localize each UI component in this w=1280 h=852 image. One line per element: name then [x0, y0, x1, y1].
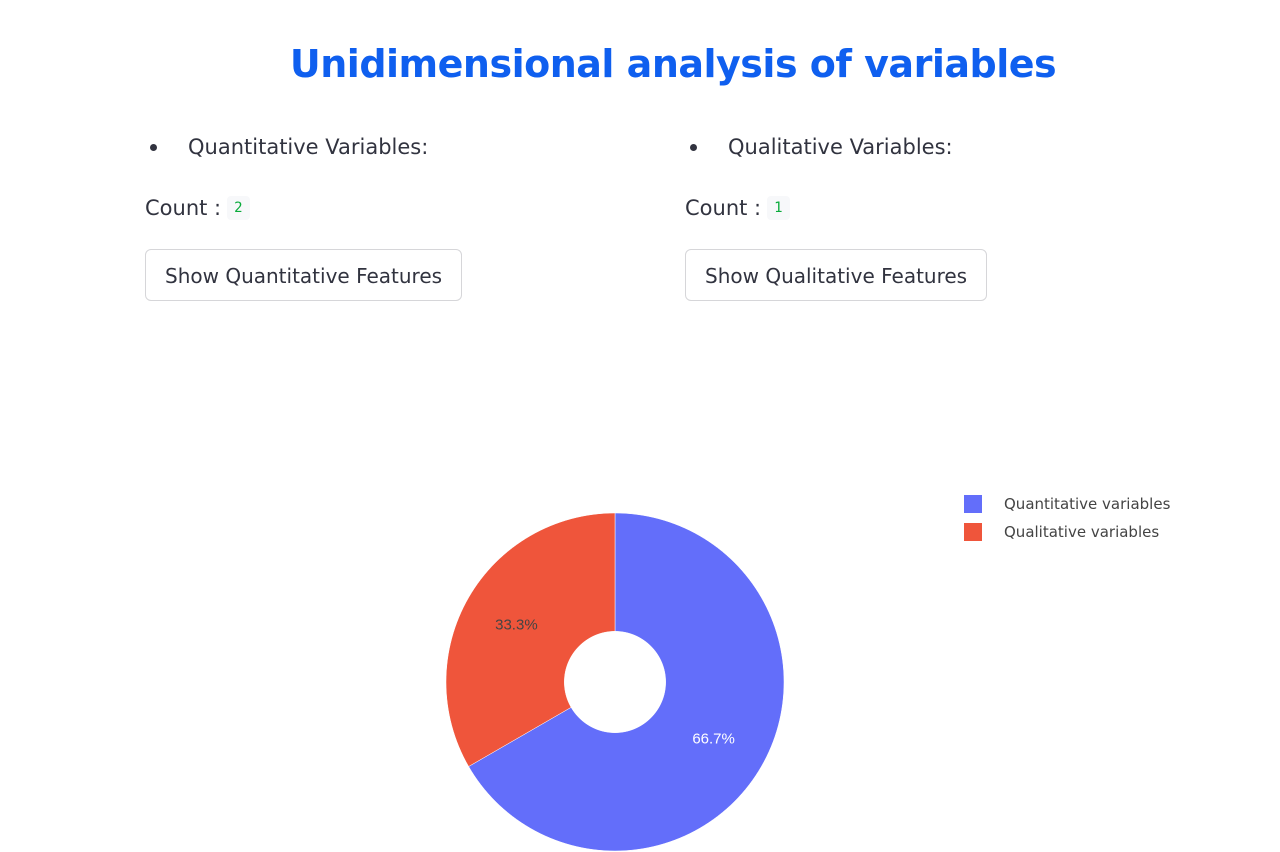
show-quantitative-features-button[interactable]: Show Quantitative Features	[145, 249, 463, 301]
legend-swatch-qualitative	[964, 523, 982, 541]
pie-label-qualitative: 33.3%	[495, 617, 538, 634]
quantitative-count-value: 2	[227, 196, 250, 220]
legend-swatch-quantitative	[964, 495, 982, 513]
quantitative-count-row: Count : 2	[145, 192, 462, 224]
pie-slice-quantitative[interactable]	[468, 512, 785, 852]
page-title: Unidimensional analysis of variables	[289, 42, 1057, 86]
chart-legend: Quantitative variables Qualitative varia…	[964, 490, 1170, 546]
legend-label-qualitative: Qualitative variables	[1004, 523, 1160, 541]
pie-label-quantitative: 66.7%	[692, 730, 735, 747]
qualitative-count-row: Count : 1	[685, 192, 987, 224]
bullet-dot-icon	[150, 143, 157, 151]
show-qualitative-features-button[interactable]: Show Qualitative Features	[685, 249, 988, 301]
legend-label-quantitative: Quantitative variables	[1004, 495, 1171, 513]
bullet-dot-icon	[690, 143, 697, 151]
qualitative-section: Qualitative Variables: Count : 1 Show Qu…	[685, 130, 988, 301]
pie-slice-qualitative[interactable]	[445, 512, 616, 767]
qualitative-count-label: Count :	[685, 196, 762, 220]
quantitative-label: Quantitative Variables:	[188, 135, 429, 159]
quantitative-count-label: Count :	[145, 196, 222, 220]
qualitative-bullet: Qualitative Variables:	[685, 130, 987, 164]
legend-item-qualitative[interactable]: Qualitative variables	[964, 518, 1170, 546]
legend-item-quantitative[interactable]: Quantitative variables	[964, 490, 1170, 518]
qualitative-count-value: 1	[767, 196, 790, 220]
quantitative-bullet: Quantitative Variables:	[145, 130, 462, 164]
qualitative-label: Qualitative Variables:	[728, 135, 953, 159]
quantitative-section: Quantitative Variables: Count : 2 Show Q…	[145, 130, 463, 301]
